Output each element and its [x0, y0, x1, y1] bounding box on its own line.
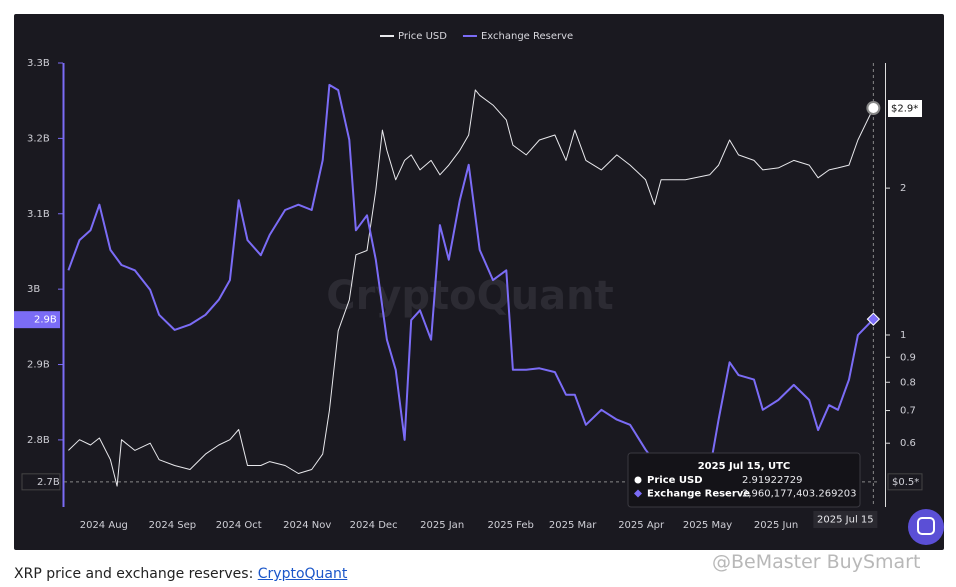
legend-label: Exchange Reserve	[481, 31, 573, 42]
y-tick-label: 2.9B	[27, 360, 50, 371]
y2-tick-label: 0.7	[900, 406, 916, 417]
tooltip-title: 2025 Jul 15, UTC	[698, 461, 791, 472]
crosshair-y-label: 2.7B	[37, 477, 60, 488]
chat-icon	[917, 517, 935, 535]
y-end-label: 2.9B	[34, 315, 57, 326]
x-tick-label: 2024 Dec	[350, 520, 398, 531]
reserve-marker	[866, 312, 881, 326]
x-tick-label: 2024 Nov	[283, 520, 331, 531]
y2-tick-label: 2	[900, 183, 906, 194]
chat-button[interactable]	[908, 509, 944, 545]
x-tick-label: 2025 Jan	[420, 520, 464, 531]
tooltip-row-label: Price USD	[647, 475, 703, 486]
tooltip-dot	[634, 476, 642, 484]
x-tick-label: 2025 Mar	[549, 520, 597, 531]
x-tick-label: 2025 Feb	[488, 520, 534, 531]
chart: CryptoQuant 2.8B 2.9B 3B 3.1B 3.2B 3.3B 0.6 0.7…	[14, 14, 944, 550]
tooltip: 2025 Jul 15, UTC Price USD 2.91922729 Excha…	[627, 452, 861, 508]
crosshair-y2-label: $0.5*	[892, 477, 919, 488]
y-tick-label: 3.2B	[27, 133, 50, 144]
series-line	[68, 89, 874, 487]
crosshair-x-box	[813, 511, 878, 528]
crosshair-y-box	[21, 473, 61, 491]
y2-tick-label: 1	[900, 330, 906, 341]
chart-panel	[14, 14, 944, 550]
series-line	[67, 83, 875, 481]
tooltip-row-value: 2,960,177,403.269203	[742, 489, 857, 500]
price-marker	[866, 100, 881, 115]
y2-tick-label: 0.8	[900, 377, 916, 388]
tooltip-row-label: Exchange Reserve	[647, 489, 750, 500]
x-tick-label: 2025 Jun	[754, 520, 798, 531]
y-tick-label: 2.8B	[27, 435, 50, 446]
caption: XRP price and exchange reserves: CryptoQ…	[14, 566, 347, 582]
y2-end-label: $2.9*	[891, 103, 918, 114]
tooltip-row-value: 2.91922729	[742, 475, 802, 486]
x-tick-label: 2024 Oct	[216, 520, 262, 531]
x-tick-label: 2025 May	[683, 520, 732, 531]
x-tick-label: 2025 Apr	[618, 520, 665, 531]
y2-end-box	[888, 99, 922, 117]
tooltip-diamond	[634, 489, 642, 498]
y-tick-label: 3B	[27, 284, 40, 295]
y-tick-label: 3.1B	[27, 209, 50, 220]
caption-link[interactable]: CryptoQuant	[257, 566, 348, 582]
crosshair-y2-box	[887, 473, 923, 491]
caption-text: XRP price and exchange reserves:	[14, 566, 258, 582]
overlay-watermark: @BeMaster BuySmart	[712, 551, 921, 573]
legend-label: Price USD	[398, 31, 447, 42]
legend: Price USD Exchange Reserve	[380, 31, 573, 42]
x-tick-label: 2024 Sep	[149, 520, 196, 531]
x-tick-label: 2024 Aug	[80, 520, 128, 531]
crosshair-x-label: 2025 Jul 15	[817, 515, 874, 526]
y2-tick-label: 0.9	[900, 352, 916, 363]
y-tick-label: 3.3B	[27, 58, 50, 69]
y2-tick-label: 0.6	[900, 438, 916, 449]
chart-watermark: CryptoQuant	[326, 273, 613, 319]
tooltip-box	[627, 452, 861, 508]
y-end-box	[14, 311, 60, 329]
